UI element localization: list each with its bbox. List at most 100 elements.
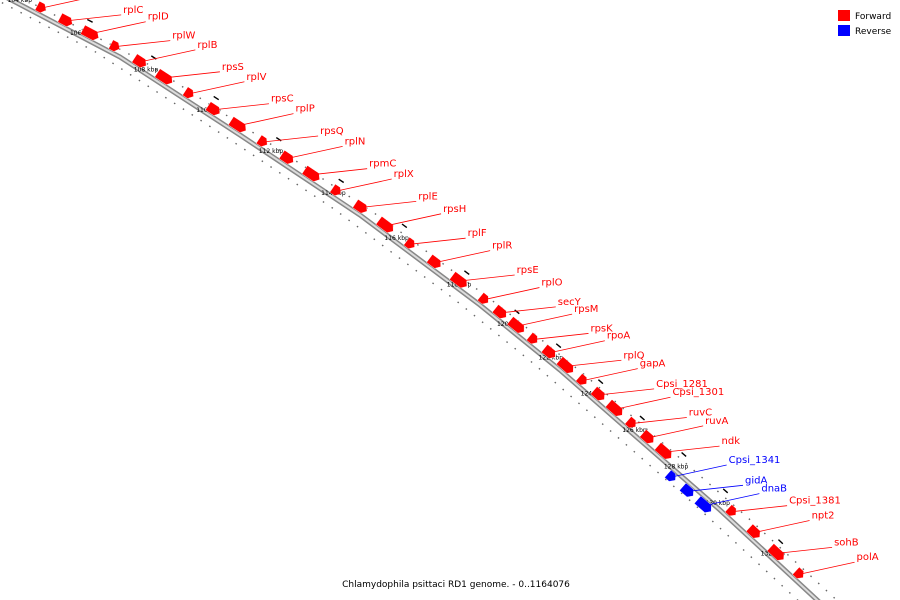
gene-label-rpsh[interactable]: rpsH (443, 204, 466, 215)
gene-label-rpsm[interactable]: rpsM (574, 304, 598, 315)
gene-arrow-rpsh[interactable] (375, 216, 394, 234)
gene-label-rpoa[interactable]: rpoA (607, 331, 631, 342)
genome-backbone (6, 0, 821, 600)
gene-arrow-rplw[interactable] (108, 39, 120, 52)
leader-line (799, 561, 855, 575)
gene-arrow-rple[interactable] (352, 199, 368, 214)
gene-arrow-rpld[interactable] (80, 24, 99, 41)
gene-label-rple[interactable]: rplE (418, 191, 438, 202)
gene-label-rplq[interactable]: rplQ (623, 350, 644, 361)
gene-label-secy[interactable]: secY (558, 297, 582, 308)
leader-line (90, 21, 146, 35)
leader-line (238, 113, 294, 127)
leader-line (582, 368, 638, 381)
gene-label-rplr[interactable]: rplR (492, 241, 512, 252)
gene-arrow-rplc[interactable] (57, 12, 73, 27)
gene-label-rpss[interactable]: rpsS (222, 62, 244, 73)
gene-arrow-rpse[interactable] (449, 271, 468, 289)
gene-arrow-cpsi_1301[interactable] (605, 399, 623, 417)
leader-line (385, 213, 442, 227)
gene-arrow-rpoa[interactable] (540, 344, 556, 359)
gene-arrow-rpln[interactable] (278, 150, 294, 165)
gene-label-cpsi_1281[interactable]: Cpsi_1281 (656, 379, 708, 390)
leader-line (435, 250, 491, 263)
gene-label-cpsi_1301[interactable]: Cpsi_1301 (672, 387, 724, 398)
gene-arrow-rpsm[interactable] (506, 316, 525, 334)
gene-label-npt2[interactable]: npt2 (812, 511, 835, 522)
tick-label: 130 kbp (705, 500, 730, 507)
tick-mark (681, 451, 687, 457)
gene-label-rplf[interactable]: rplF (468, 228, 487, 239)
gene-label-rplw[interactable]: rplW (172, 31, 195, 42)
tick-mark (86, 18, 93, 23)
gene-arrow-dnab[interactable] (694, 495, 712, 513)
gene-label-cpsi_1381[interactable]: Cpsi_1381 (789, 496, 841, 507)
leader-line (664, 445, 720, 453)
gene-label-rpmc[interactable]: rpmC (369, 159, 396, 170)
gene-label-rpsc[interactable]: rpsC (271, 94, 294, 105)
gene-label-dnab[interactable]: dnaB (761, 484, 787, 495)
gene-label-rpse[interactable]: rpsE (517, 265, 539, 276)
leader-line (500, 306, 556, 314)
gene-arrow-cpsi_1281[interactable] (590, 386, 605, 401)
gene-label-sohb[interactable]: sohB (834, 537, 859, 548)
gene-label-pola[interactable]: polA (857, 552, 879, 563)
gene-arrow-rplx[interactable] (329, 183, 342, 196)
tick-mark (463, 270, 470, 275)
gene-label-ndk[interactable]: ndk (722, 436, 741, 447)
gene-label-gida[interactable]: gidA (745, 475, 767, 486)
leader-line (704, 493, 760, 507)
gene-arrow-rpsc[interactable] (205, 101, 221, 116)
tick-mark (597, 379, 604, 385)
leader-line (459, 274, 515, 282)
leader-line (615, 396, 671, 410)
gene-arrow-gida[interactable] (679, 482, 694, 498)
leader-line (648, 425, 704, 439)
gene-arrow-rpmc[interactable] (301, 165, 320, 182)
gene-label-gapa[interactable]: gapA (640, 359, 666, 370)
tick-mark (213, 95, 220, 101)
tick-mark (722, 488, 729, 494)
leader-line (410, 237, 466, 245)
gene-arrow-ruvc[interactable] (624, 416, 637, 429)
gene-label-rplb[interactable]: rplB (197, 40, 217, 51)
gene-arrow-cpsi_1381[interactable] (724, 504, 737, 517)
leader-line (66, 14, 122, 22)
gene-arrow-gapa[interactable] (575, 373, 587, 386)
leader-line (533, 333, 589, 340)
leader-line (213, 103, 269, 111)
legend-swatch-forward (838, 10, 850, 21)
gene-label-rplo[interactable]: rplO (541, 278, 562, 289)
tick-mark (639, 415, 645, 421)
gene-arrow-secy[interactable] (491, 304, 507, 319)
gene-label-ruvc[interactable]: ruvC (689, 408, 712, 419)
gene-arrow-rpss[interactable] (154, 68, 173, 85)
leader-line (115, 40, 171, 47)
gene-arrow-pola[interactable] (792, 566, 804, 579)
gene-label-rplp[interactable]: rplP (295, 104, 314, 115)
gene-label-rplx[interactable]: rplX (394, 169, 414, 180)
gene-label-rpsq[interactable]: rpsQ (320, 126, 344, 137)
gene-label-rpld[interactable]: rplD (148, 12, 169, 23)
gene-arrow-ruva[interactable] (639, 429, 654, 444)
gene-label-ruva[interactable]: ruvA (705, 416, 728, 427)
gene-arrow-npt2[interactable] (745, 523, 761, 539)
gene-label-rplc[interactable]: rplC (123, 5, 143, 16)
leader-line (189, 81, 245, 95)
gene-arrow-rplb[interactable] (131, 53, 147, 68)
leader-line (484, 287, 540, 300)
tick-mark (555, 343, 562, 349)
gene-arrow-rplr[interactable] (426, 254, 441, 269)
gene-arrow-rplq[interactable] (556, 356, 574, 374)
leader-line (777, 546, 833, 554)
gene-arrow-sohb[interactable] (766, 543, 785, 561)
gene-label-cpsi_1341[interactable]: Cpsi_1341 (729, 455, 781, 466)
legend-label-reverse: Reverse (855, 27, 892, 37)
gene-arrow-ndk[interactable] (654, 442, 672, 460)
gene-arrow-rplp[interactable] (227, 116, 247, 133)
gene-arrow-rplo[interactable] (477, 292, 489, 305)
gene-label-rplv[interactable]: rplV (246, 72, 266, 83)
gene-arrow-cpsi_1341[interactable] (664, 469, 676, 482)
gene-label-rpsk[interactable]: rpsK (590, 323, 613, 334)
gene-label-rpln[interactable]: rplN (345, 136, 366, 147)
